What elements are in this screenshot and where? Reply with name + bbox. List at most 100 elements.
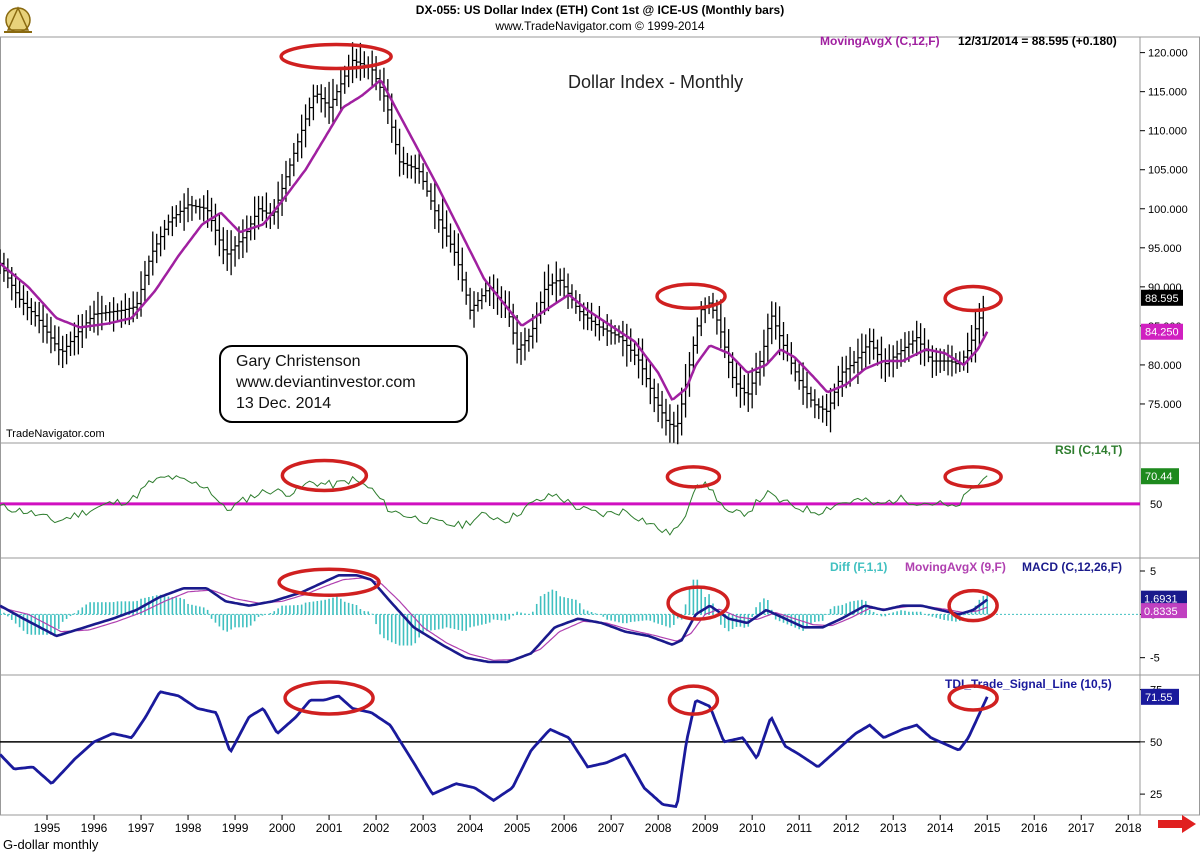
ohlc-bar — [428, 183, 433, 210]
ohlc-bar — [859, 333, 864, 371]
ohlc-bar — [468, 287, 473, 320]
macd-signal-line — [0, 577, 988, 661]
ohlc-bar — [953, 353, 958, 374]
ohlc-bar — [189, 195, 194, 221]
x-tick-label: 1999 — [222, 821, 249, 835]
ohlc-bar — [879, 336, 884, 379]
x-tick-label: 2003 — [410, 821, 437, 835]
ohlc-bar — [777, 306, 782, 356]
ohlc-bar — [902, 332, 907, 363]
ohlc-bar — [291, 142, 296, 177]
ohlc-bar — [624, 323, 629, 367]
price-y-tick-label: 95.000 — [1148, 243, 1182, 255]
ohlc-bar — [965, 332, 970, 373]
footer-label: G-dollar monthly — [3, 837, 99, 852]
ohlc-bar — [393, 119, 398, 155]
ohlc-bar — [213, 203, 218, 246]
ohlc-bar — [315, 85, 320, 104]
ohlc-bar — [824, 393, 829, 427]
x-tick-label: 2013 — [880, 821, 907, 835]
ohlc-bar — [981, 295, 986, 337]
ohlc-bar — [656, 383, 661, 423]
macd-y-tick-label: -5 — [1150, 653, 1160, 665]
rsi-tag-box — [1141, 468, 1179, 485]
ohlc-bar — [479, 288, 484, 310]
ohlc-bar — [946, 344, 951, 376]
ohlc-bar — [17, 280, 22, 308]
x-tick-label: 1997 — [128, 821, 155, 835]
ohlc-bar — [323, 87, 328, 118]
tdi-tag-box — [1141, 688, 1179, 705]
ohlc-bar — [789, 342, 794, 375]
ohlc-bar — [632, 341, 637, 366]
macd-tag-box — [1141, 590, 1187, 606]
ohlc-bar — [652, 378, 657, 413]
x-tick-label: 2018 — [1115, 821, 1142, 835]
ohlc-bar — [663, 398, 668, 436]
ohlc-bar — [863, 334, 868, 368]
x-tick-label: 2012 — [833, 821, 860, 835]
ohlc-bar — [812, 389, 817, 419]
ohlc-bar — [640, 338, 645, 386]
price-y-tick-label: 75.000 — [1148, 399, 1182, 411]
ohlc-bar — [456, 233, 461, 281]
highlight-circle — [943, 465, 1003, 489]
price-y-tick-label: 100.000 — [1148, 204, 1188, 216]
ohlc-bar — [45, 313, 50, 344]
ohlc-bar — [221, 227, 226, 265]
ohlc-bar — [342, 65, 347, 94]
ohlc-bar — [464, 271, 469, 305]
tdi-line — [0, 690, 989, 809]
x-tick-label: 2005 — [504, 821, 531, 835]
ohlc-bar — [550, 273, 555, 296]
tdi-indicator-label: TDI_Trade_Signal_Line (10,5) — [945, 677, 1112, 691]
ohlc-bar — [48, 316, 53, 354]
x-tick-label: 2006 — [551, 821, 578, 835]
ohlc-bar — [201, 195, 206, 222]
ohlc-bar — [25, 290, 30, 321]
macd-y-tick-label: 5 — [1150, 566, 1156, 578]
chart-header-title: DX-055: US Dollar Index (ETH) Cont 1st @… — [416, 3, 784, 17]
chart-header-copyright: www.TradeNavigator.com © 1999-2014 — [494, 19, 704, 33]
macd-tag-label: 1.6931 — [1144, 594, 1178, 606]
ohlc-bar — [616, 325, 621, 343]
ohlc-bar — [867, 328, 872, 365]
ohlc-bar — [115, 303, 120, 321]
ohlc-bar — [691, 336, 696, 374]
ohlc-bar — [742, 374, 747, 406]
ohlc-bar — [146, 255, 151, 286]
scroll-right-arrow-icon[interactable] — [1158, 815, 1196, 833]
ohlc-bar — [56, 326, 61, 366]
ohlc-bar — [174, 205, 179, 227]
ohlc-bar — [585, 302, 590, 331]
ohlc-bar — [918, 323, 923, 365]
ohlc-bar — [37, 301, 42, 334]
ohlc-bar — [620, 320, 625, 357]
ohlc-bar — [593, 315, 598, 337]
ohlc-bar — [558, 268, 563, 296]
ohlc-bar — [808, 386, 813, 408]
ohlc-bar — [734, 361, 739, 397]
highlight-circle — [666, 585, 730, 621]
ohlc-bar — [852, 350, 857, 374]
ohlc-bar — [754, 352, 759, 396]
ohlc-bar — [601, 320, 606, 337]
ohlc-bar — [750, 367, 755, 409]
ohlc-bar — [718, 299, 723, 349]
ohlc-bar — [883, 348, 888, 383]
ohlc-bar — [667, 404, 672, 443]
x-tick-label: 2016 — [1021, 821, 1048, 835]
ohlc-bar — [287, 158, 292, 187]
highlight-circle — [943, 284, 1003, 313]
author-annotation-box: Gary Christenson www.deviantinvestor.com… — [219, 345, 468, 423]
ohlc-bar — [358, 42, 363, 81]
ma-indicator-label: MovingAvgX (C,12,F) — [820, 34, 940, 48]
ohlc-bar — [350, 42, 355, 84]
ohlc-bar — [648, 363, 653, 405]
rsi-ref-label: 50 — [1150, 499, 1162, 511]
macd-frame — [0, 557, 1200, 676]
ohlc-bar — [334, 84, 339, 107]
ohlc-bar — [425, 171, 430, 197]
annotation-line-2: www.deviantinvestor.com — [235, 374, 416, 391]
chart-title: Dollar Index - Monthly — [568, 72, 743, 92]
